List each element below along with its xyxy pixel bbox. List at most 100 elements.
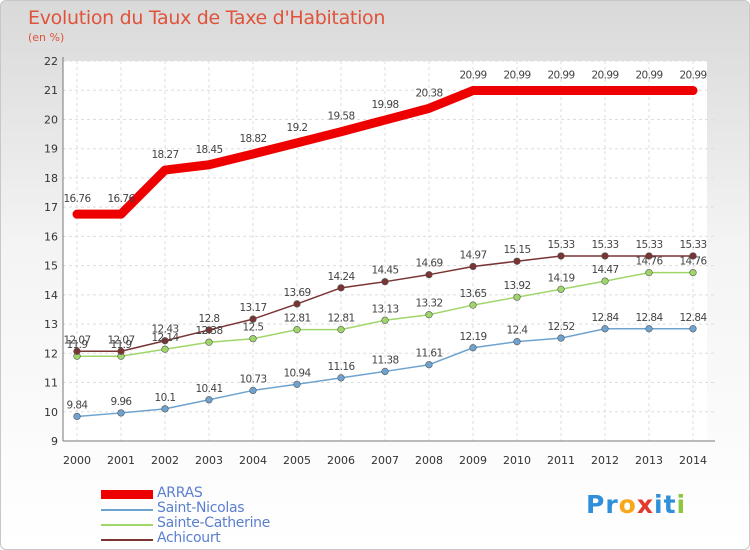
data-label: 12.84 bbox=[679, 312, 707, 324]
data-label: 16.76 bbox=[63, 193, 91, 205]
data-point bbox=[249, 315, 257, 323]
logo-letter: r bbox=[605, 490, 619, 519]
x-tick-label: 2012 bbox=[591, 454, 619, 467]
data-label: 12.43 bbox=[151, 324, 178, 336]
x-tick-label: 2004 bbox=[239, 454, 267, 467]
data-label: 13.32 bbox=[415, 298, 442, 310]
data-label: 15.33 bbox=[679, 239, 706, 251]
legend-label: Saint-Nicolas bbox=[157, 500, 245, 516]
data-label: 14.19 bbox=[547, 272, 574, 284]
data-label: 20.99 bbox=[459, 70, 486, 82]
y-tick-label: 12 bbox=[44, 347, 58, 360]
data-point bbox=[249, 335, 257, 343]
data-label: 15.33 bbox=[591, 239, 618, 251]
data-label: 13.69 bbox=[283, 287, 310, 299]
data-label: 19.98 bbox=[371, 99, 398, 111]
data-label: 14.47 bbox=[591, 264, 618, 276]
data-label: 11.9 bbox=[67, 339, 88, 351]
data-label: 11.61 bbox=[415, 348, 442, 360]
y-tick-label: 18 bbox=[44, 172, 58, 185]
data-point bbox=[337, 284, 345, 292]
data-label: 14.76 bbox=[679, 256, 707, 268]
data-point bbox=[293, 300, 301, 308]
x-tick-label: 2006 bbox=[327, 454, 355, 467]
proxiti-logo: Proxiti bbox=[586, 490, 686, 519]
data-label: 16.76 bbox=[107, 193, 135, 205]
y-tick-label: 22 bbox=[44, 55, 58, 68]
data-point bbox=[513, 338, 521, 346]
y-tick-label: 17 bbox=[44, 201, 58, 214]
data-label: 13.92 bbox=[503, 280, 530, 292]
data-point bbox=[205, 396, 213, 404]
data-point bbox=[117, 409, 125, 417]
data-label: 13.13 bbox=[371, 303, 398, 315]
data-point bbox=[469, 344, 477, 352]
data-point bbox=[117, 347, 125, 355]
legend-swatch bbox=[101, 523, 153, 526]
data-label: 12.4 bbox=[507, 325, 529, 337]
data-label: 12.07 bbox=[107, 334, 134, 346]
data-label: 12.81 bbox=[327, 313, 354, 325]
y-tick-label: 15 bbox=[44, 260, 58, 273]
y-tick-label: 9 bbox=[51, 435, 58, 448]
x-tick-label: 2009 bbox=[459, 454, 487, 467]
data-point bbox=[73, 412, 81, 421]
data-label: 20.99 bbox=[503, 70, 530, 82]
y-tick-label: 10 bbox=[44, 406, 58, 419]
data-label: 10.1 bbox=[155, 392, 176, 404]
data-label: 10.94 bbox=[283, 367, 311, 379]
data-point bbox=[601, 277, 609, 285]
data-label: 11.16 bbox=[327, 361, 355, 373]
data-label: 14.24 bbox=[327, 271, 355, 283]
logo-letter: i bbox=[654, 490, 664, 519]
data-label: 10.73 bbox=[239, 373, 266, 385]
chart-title: Evolution du Taux de Taxe d'Habitation bbox=[28, 7, 386, 29]
data-point bbox=[689, 325, 697, 333]
data-point bbox=[337, 326, 345, 334]
legend-swatch bbox=[101, 508, 153, 511]
data-label: 20.99 bbox=[679, 70, 706, 82]
y-tick-label: 19 bbox=[44, 143, 58, 156]
x-tick-label: 2008 bbox=[415, 454, 443, 467]
data-point bbox=[161, 405, 169, 413]
logo-letter: t bbox=[663, 490, 677, 519]
data-point bbox=[557, 334, 565, 342]
data-point bbox=[469, 301, 477, 309]
data-point bbox=[645, 252, 653, 260]
data-label: 15.33 bbox=[547, 239, 574, 251]
legend-label: Achicourt bbox=[157, 530, 221, 546]
data-label: 12.52 bbox=[547, 321, 574, 333]
data-label: 14.45 bbox=[371, 265, 398, 277]
x-tick-label: 2011 bbox=[547, 454, 575, 467]
data-label: 18.27 bbox=[151, 149, 178, 161]
data-point bbox=[249, 386, 257, 395]
data-point bbox=[425, 361, 433, 369]
y-tick-label: 20 bbox=[44, 113, 58, 126]
x-tick-label: 2001 bbox=[107, 454, 135, 467]
data-point bbox=[73, 347, 81, 355]
data-label: 18.45 bbox=[195, 144, 222, 156]
data-label: 14.97 bbox=[459, 249, 486, 261]
data-label: 12.07 bbox=[63, 334, 90, 346]
x-tick-label: 2013 bbox=[635, 454, 663, 467]
data-point bbox=[513, 257, 521, 265]
legend-swatch bbox=[101, 490, 153, 499]
y-tick-label: 11 bbox=[44, 377, 58, 390]
series-line-arras bbox=[72, 86, 698, 219]
x-tick-label: 2005 bbox=[283, 454, 311, 467]
x-tick-label: 2007 bbox=[371, 454, 399, 467]
data-label: 12.84 bbox=[591, 312, 619, 324]
data-label: 12.5 bbox=[243, 322, 264, 334]
data-point bbox=[425, 311, 433, 319]
data-label: 13.17 bbox=[239, 302, 266, 314]
data-label: 14.76 bbox=[635, 256, 663, 268]
data-point bbox=[645, 325, 653, 333]
y-tick-label: 13 bbox=[44, 318, 58, 331]
data-label: 20.99 bbox=[635, 70, 662, 82]
data-point bbox=[601, 252, 609, 260]
logo-letter: o bbox=[618, 490, 637, 519]
data-label: 20.38 bbox=[415, 87, 442, 99]
data-point bbox=[205, 326, 213, 334]
data-label: 12.8 bbox=[199, 313, 220, 325]
